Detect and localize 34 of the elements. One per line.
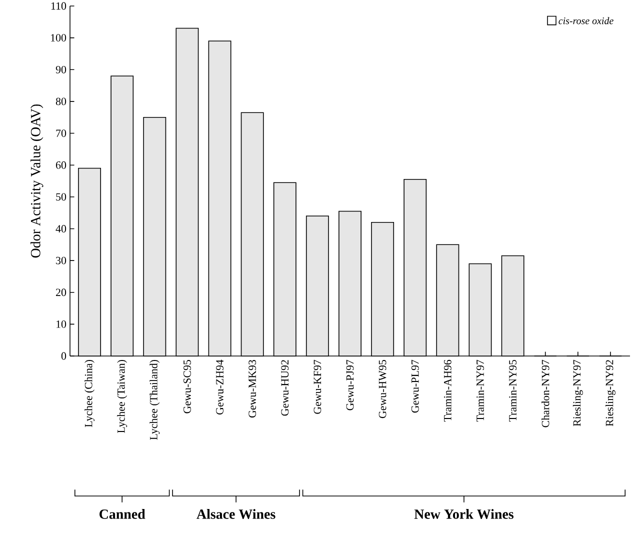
x-tick-label: Riesling-NY97 — [572, 360, 583, 426]
text: New York Wines — [414, 509, 514, 519]
y-tick-label: 100 — [51, 34, 66, 42]
x-tick-label: Chardon-NY97 — [542, 360, 550, 428]
x-tick-label: Lychee (Thailand) — [150, 360, 160, 440]
y-tick-label: 110 — [51, 2, 66, 10]
x-tick-label: Tramin-NY97 — [476, 360, 484, 422]
y-tick-label: 40 — [56, 225, 66, 232]
y-tick-label: 70 — [56, 130, 66, 137]
x-tick-label: Gewu-HW95 — [378, 360, 386, 418]
x-tick-label: Tramin-AH96 — [444, 360, 452, 422]
y-tick-label: 50 — [56, 193, 66, 201]
x-tick-label: Gewu-PJ97 — [346, 360, 354, 410]
x-tick-label: Gewu-SC95 — [184, 360, 191, 414]
x-tick-label: Lychee (China) — [84, 360, 95, 428]
x-tick-label: Gewu-HU92 — [281, 360, 289, 416]
y-tick-label: 90 — [56, 66, 66, 74]
y-tick-label: 80 — [56, 98, 66, 106]
x-tick-label: Tramin-NY95 — [509, 360, 516, 422]
text: Alsace Wines — [196, 509, 276, 519]
legend-label: cis-rose oxide — [558, 17, 614, 24]
x-tick-label: Gewu-ZH94 — [216, 360, 224, 414]
y-tick-label: 0 — [61, 352, 66, 360]
text: Canned — [100, 509, 146, 519]
y-tick-label: 30 — [56, 256, 66, 264]
y-axis-title: Odor Activity Value (OAV) — [30, 104, 44, 258]
x-tick-label: Gewu-PL97 — [411, 360, 419, 413]
x-tick-label: Gewu-KF97 — [314, 360, 322, 414]
x-tick-label: Gewu-MK93 — [248, 360, 256, 418]
y-tick-label: 10 — [56, 320, 66, 328]
x-tick-label: Riesling-NY92 — [606, 360, 616, 426]
x-tick-label: Lychee (Taiwan) — [117, 360, 128, 433]
y-tick-label: 60 — [56, 161, 66, 169]
y-tick-label: 20 — [56, 288, 66, 296]
